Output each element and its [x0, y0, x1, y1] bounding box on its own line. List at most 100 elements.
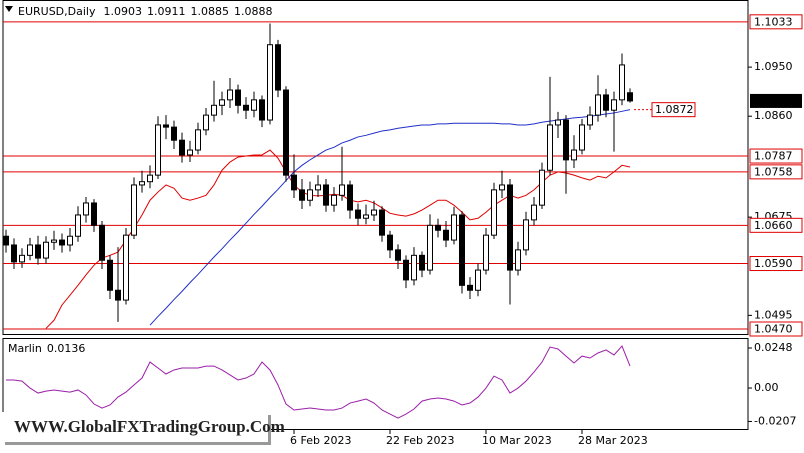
- candle-body: [99, 224, 105, 261]
- candle-body: [467, 284, 473, 291]
- y-tick-label: 1.0860: [754, 109, 793, 122]
- price-label: 1.0872: [655, 103, 694, 116]
- candle-body: [227, 89, 233, 101]
- candle-body: [11, 244, 17, 263]
- candle-body: [627, 92, 633, 102]
- indicator-frame: [2, 338, 749, 430]
- candle-body: [563, 119, 569, 161]
- menu-arrow: [5, 6, 13, 12]
- candle-body: [139, 181, 145, 186]
- candle-body: [443, 229, 449, 241]
- header-high: 1.0911: [147, 5, 186, 18]
- candle-body: [27, 244, 33, 256]
- candle-body: [75, 214, 81, 237]
- candle-body: [3, 235, 9, 246]
- candle-body: [403, 259, 409, 281]
- level-label: 1.0660: [754, 219, 793, 232]
- main-frame: [2, 0, 749, 335]
- watermark-box: [2, 412, 268, 442]
- candle-body: [187, 149, 193, 156]
- candle-body: [339, 184, 345, 196]
- candle-body: [419, 254, 425, 271]
- candle-body: [371, 209, 377, 216]
- candle-body: [587, 114, 593, 126]
- candle-body: [555, 119, 561, 126]
- indicator-value: 0.0136: [47, 342, 86, 355]
- x-tick-label: 6 Feb 2023: [290, 434, 351, 447]
- candle-body: [539, 169, 545, 206]
- candle-body: [491, 189, 497, 236]
- candle-body: [499, 184, 505, 191]
- candle-body: [299, 189, 305, 201]
- candle-body: [595, 94, 601, 116]
- candle-body: [427, 224, 433, 271]
- y-tick-label: -0.0207: [754, 414, 796, 427]
- y-tick-label: 1.0950: [754, 60, 793, 73]
- candle-body: [531, 204, 537, 221]
- candle-body: [331, 194, 337, 206]
- candle-body: [603, 94, 609, 111]
- candle-body: [515, 249, 521, 271]
- candle-body: [83, 202, 89, 216]
- header-open: 1.0903: [103, 5, 142, 18]
- header-low: 1.0885: [190, 5, 229, 18]
- x-tick-label: 10 Mar 2023: [482, 434, 552, 447]
- x-tick-label: 28 Mar 2023: [578, 434, 648, 447]
- candle-body: [571, 149, 577, 161]
- level-label: 1.0787: [754, 150, 793, 163]
- watermark: WWW.GlobalFXTradingGroup.Com: [14, 417, 285, 436]
- moving-average: [45, 149, 631, 329]
- candle-body: [147, 174, 153, 183]
- candle-body: [203, 114, 209, 131]
- candle-body: [315, 184, 321, 191]
- level-label: 1.0470: [754, 322, 793, 335]
- candle-body: [459, 214, 465, 286]
- candle-body: [523, 219, 529, 251]
- candle-body: [275, 44, 281, 91]
- candle-body: [51, 239, 57, 243]
- candle-body: [243, 104, 249, 111]
- candle-body: [67, 235, 73, 246]
- candle-body: [283, 89, 289, 176]
- level-label: 1.0758: [754, 165, 793, 178]
- y-tick-label: 1.0495: [754, 308, 793, 321]
- candle-body: [35, 244, 41, 259]
- level-label-box: [749, 164, 803, 180]
- last-price: 1.0888: [754, 94, 793, 107]
- candle-body: [251, 99, 257, 111]
- price-label-box: [651, 102, 696, 118]
- candle-body: [291, 174, 297, 191]
- candle-body: [547, 124, 553, 171]
- candle-body: [507, 184, 513, 271]
- candle-body: [347, 184, 353, 211]
- oscillator-line: [6, 345, 631, 419]
- candle-body: [235, 89, 241, 106]
- candle-body: [91, 202, 97, 226]
- candle-body: [323, 184, 329, 206]
- candle-body: [363, 214, 369, 219]
- level-label-box: [749, 321, 803, 337]
- candle-body: [395, 249, 401, 261]
- y-tick-label: 0.0248: [754, 341, 793, 354]
- candle-body: [219, 99, 225, 106]
- candle-body: [211, 104, 217, 116]
- candle-body: [411, 254, 417, 281]
- candle-body: [619, 64, 625, 101]
- candle-body: [379, 209, 385, 236]
- symbol: EURUSD,Daily: [18, 5, 96, 18]
- candle-body: [59, 239, 65, 246]
- level-label: 1.1033: [754, 15, 793, 28]
- candle-body: [155, 124, 161, 176]
- candle-body: [355, 209, 361, 219]
- candle-body: [435, 224, 441, 231]
- level-label: 1.0590: [754, 257, 793, 270]
- y-tick-label: 0.00: [754, 381, 779, 394]
- candle-body: [579, 124, 585, 151]
- candle-body: [451, 214, 457, 241]
- level-label-box: [749, 14, 803, 30]
- level-label-box: [749, 148, 803, 164]
- candle-body: [611, 99, 617, 111]
- candle-body: [19, 254, 25, 263]
